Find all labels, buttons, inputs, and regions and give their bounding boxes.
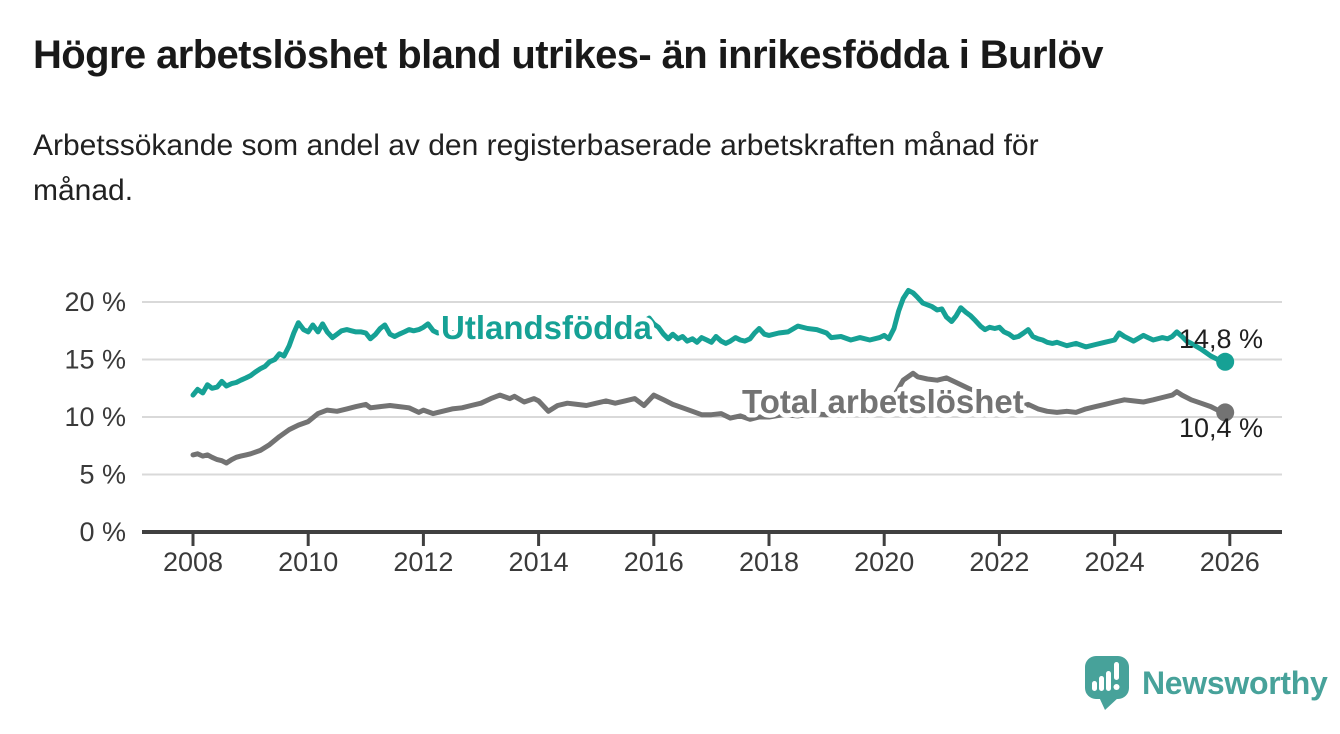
y-tick-label-15: 15 % (64, 345, 126, 375)
x-tick-label-2024: 2024 (1085, 547, 1145, 577)
newsworthy-logo-icon (1085, 656, 1129, 710)
series-endpoint-total (1216, 403, 1235, 422)
page-subtitle-line-2: månad. (33, 174, 134, 207)
x-tick-label-2014: 2014 (509, 547, 569, 577)
series-line-utlandsfodda (190, 288, 1228, 398)
x-tick-label-2020: 2020 (854, 547, 914, 577)
x-tick-label-2010: 2010 (278, 547, 338, 577)
x-tick-label-2018: 2018 (739, 547, 799, 577)
value-label-total: 10,4 % (1179, 413, 1263, 443)
x-tick-label-2022: 2022 (969, 547, 1029, 577)
series-label-total: Total arbetslöshet (742, 383, 1024, 420)
y-tick-label-20: 20 % (64, 287, 126, 317)
y-tick-label-5: 5 % (79, 460, 126, 490)
speech-bubble-tail (1099, 697, 1119, 710)
bar-chart-glyph (1092, 662, 1120, 691)
page-subtitle-line-1: Arbetssökande som andel av den registerb… (33, 129, 1039, 162)
y-tick-label-0: 0 % (79, 517, 126, 547)
value-label-utlandsfodda: 14,8 % (1179, 324, 1263, 354)
x-tick-label-2012: 2012 (393, 547, 453, 577)
newsworthy-logo: Newsworthy (1084, 655, 1328, 711)
series-line-total (190, 370, 1228, 466)
exclamation-bar (1114, 662, 1119, 680)
newsworthy-logo-text: Newsworthy (1142, 664, 1328, 701)
x-tick-label-2026: 2026 (1200, 547, 1260, 577)
y-tick-label-10: 10 % (64, 402, 126, 432)
page-subtitle: Arbetssökande som andel av den registerb… (33, 123, 1039, 213)
exclamation-dot (1113, 684, 1120, 690)
page-title: Högre arbetslöshet bland utrikes- än inr… (33, 33, 1103, 77)
series-label-utlandsfodda: Utlandsfödda (441, 309, 652, 346)
x-tick-label-2008: 2008 (163, 547, 223, 577)
series-endpoint-utlandsfodda (1216, 352, 1235, 371)
x-tick-label-2016: 2016 (624, 547, 684, 577)
